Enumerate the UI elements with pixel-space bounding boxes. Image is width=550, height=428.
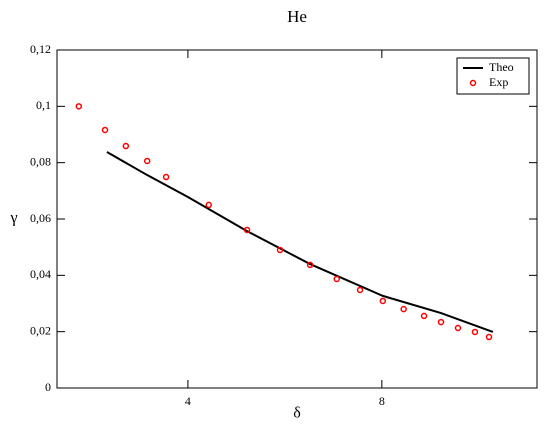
legend-label: Theo <box>489 60 514 74</box>
y-tick-label: 0,1 <box>36 98 51 112</box>
exp-point <box>276 246 284 254</box>
y-tick-label: 0 <box>45 380 51 394</box>
y-tick-label: 0,02 <box>30 323 51 337</box>
exp-point <box>306 261 314 269</box>
exp-point <box>471 328 479 336</box>
exp-point <box>420 312 428 320</box>
exp-point <box>437 318 445 326</box>
exp-point <box>101 126 109 134</box>
exp-point <box>485 333 493 341</box>
exp-point <box>243 226 251 234</box>
exp-point <box>356 286 364 294</box>
legend-marker <box>469 79 477 87</box>
legend-box <box>456 57 530 95</box>
exp-point <box>75 103 83 110</box>
exp-point <box>162 173 170 181</box>
plot-frame <box>56 49 538 389</box>
x-tick-label: 8 <box>379 394 385 408</box>
y-tick-label: 0,12 <box>30 42 51 56</box>
exp-point <box>379 297 387 305</box>
exp-point <box>122 142 130 150</box>
y-tick-label: 0,06 <box>30 211 51 225</box>
exp-point <box>143 157 151 165</box>
y-tick-label: 0,08 <box>30 154 51 168</box>
x-axis-label: δ <box>293 405 301 422</box>
exp-point <box>333 275 341 283</box>
x-tick-label: 4 <box>185 394 191 408</box>
exp-point <box>400 305 407 313</box>
chart-title: He <box>287 7 307 26</box>
exp-point <box>205 201 213 209</box>
y-tick-label: 0,04 <box>30 267 51 281</box>
exp-point <box>454 324 462 332</box>
y-axis-label: γ <box>9 210 17 227</box>
legend-label: Exp <box>489 75 508 89</box>
